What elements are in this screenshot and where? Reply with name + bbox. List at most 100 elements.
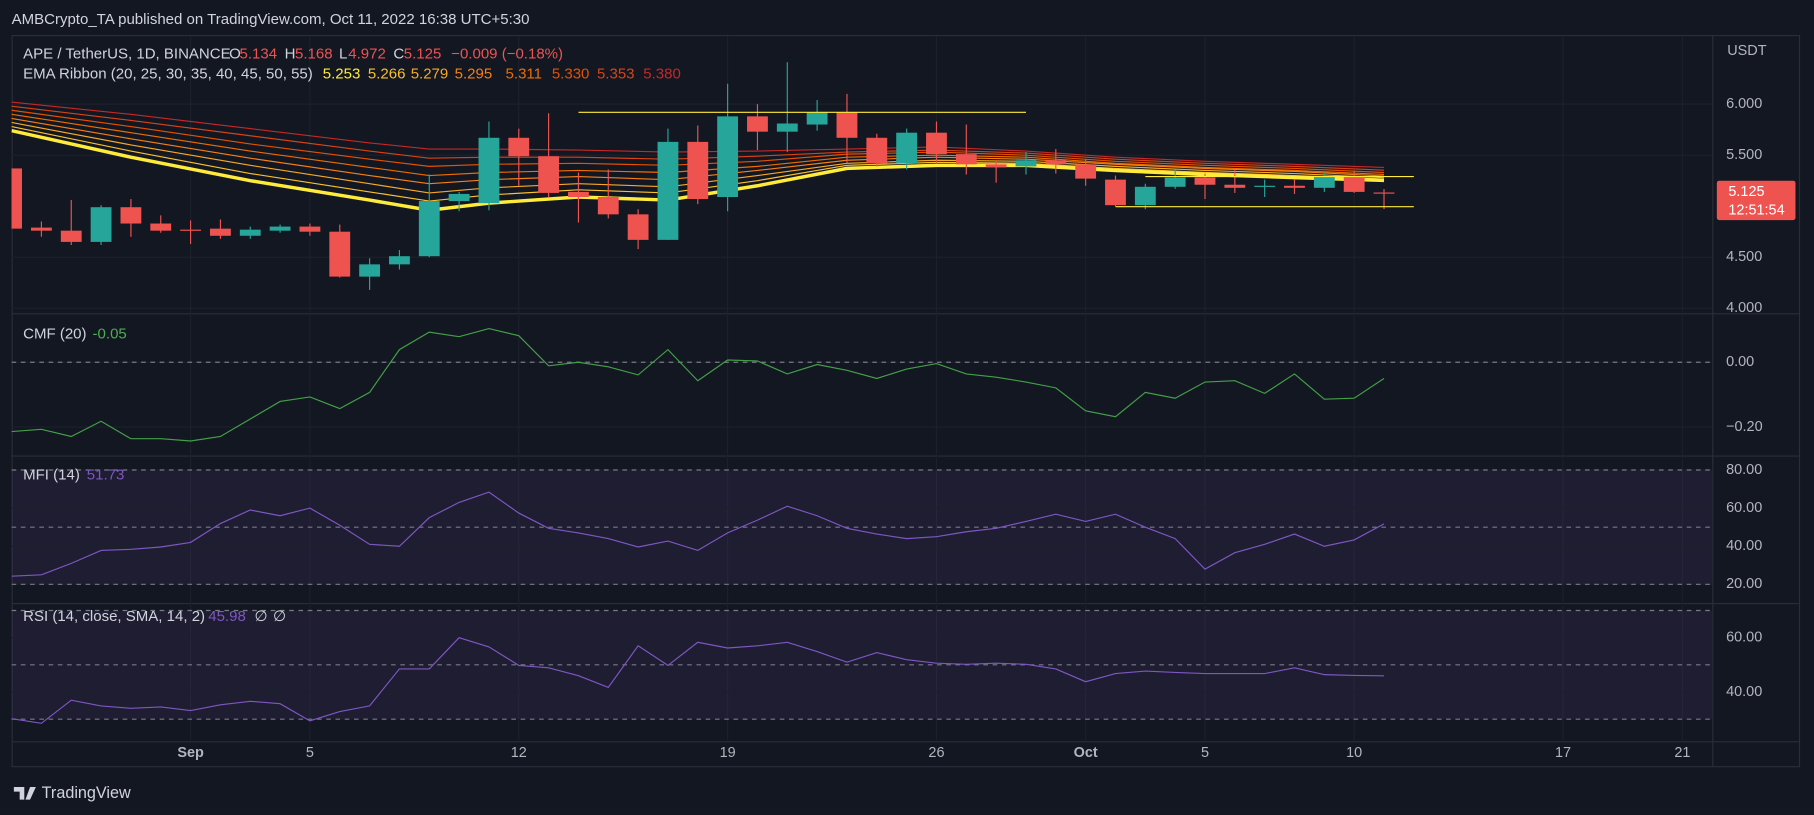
ohlc-letter: H [285, 46, 296, 63]
candle-body [866, 137, 888, 164]
symbol-title: APE / TetherUS, 1D, BINANCE [23, 46, 231, 63]
publish-note: AMBCrypto_TA published on TradingView.co… [12, 11, 530, 28]
x-tick-label: Sep [177, 745, 204, 761]
candle-body [1045, 160, 1067, 165]
candle-body [568, 191, 589, 197]
candle-body [747, 116, 768, 132]
ema-line [11, 109, 1385, 174]
indicator-line [11, 491, 1385, 577]
candle-body [1015, 160, 1037, 167]
y-tick-label: −0.20 [1726, 419, 1763, 435]
ema-line [11, 126, 1385, 202]
plot-layer: Sep 5 12 19 26 Oct 5 10 17 21 4.000 4.500 5.500 6.000… [11, 36, 1763, 761]
candle-body [1284, 185, 1305, 188]
candle-body [955, 154, 977, 165]
y-tick-label: 6.000 [1726, 96, 1762, 112]
price-tag-countdown: 12:51:54 [1728, 203, 1784, 219]
y-tick-label: 60.00 [1726, 629, 1762, 645]
y-tick-label: 80.00 [1726, 462, 1762, 478]
legend-price: APE / TetherUS, 1D, BINANCE O 5.134 H 5.… [23, 46, 563, 83]
brand-name: TradingView [42, 784, 131, 802]
candle-body [1134, 186, 1156, 206]
ema-line [11, 117, 1385, 185]
x-tick-label: 5 [306, 745, 314, 761]
candle-body [597, 196, 619, 215]
candle-body [448, 193, 470, 202]
rsi-na: ∅ [255, 608, 268, 625]
ema-value: 5.380 [643, 65, 681, 82]
x-tick-label: 17 [1555, 745, 1571, 761]
price-tag-box [1716, 180, 1796, 221]
cmf-value: -0.05 [93, 326, 127, 343]
ema-line [11, 128, 1385, 213]
candle-body [269, 226, 291, 231]
ema-value: 5.279 [411, 65, 449, 82]
x-tick-label: 21 [1674, 745, 1690, 761]
ribbon-legend: 5.380 5.353 5.330 5.311 5.295 5.279 5.266 5.253 [323, 65, 681, 82]
candle-body [30, 227, 52, 231]
y-tick-label: 40.00 [1726, 684, 1762, 700]
candle-body [1105, 179, 1126, 206]
x-tick-label: Oct [1074, 745, 1098, 761]
candle-body [806, 112, 828, 125]
candle-body [538, 156, 560, 193]
pane [11, 62, 1713, 309]
candle-body [1164, 177, 1186, 187]
x-tick-label: 26 [928, 745, 944, 761]
candle-body [508, 137, 530, 157]
candle-body [1194, 177, 1216, 185]
pane [11, 327, 1713, 442]
candle-body [478, 137, 500, 204]
x-tick-label: 12 [511, 745, 527, 761]
ohlc-value: 4.972 [348, 46, 386, 63]
candle-body [329, 231, 351, 277]
pane [11, 469, 1713, 585]
candle-body [239, 229, 261, 236]
ema-line [11, 101, 1385, 168]
ohlc-value: 5.125 [404, 46, 442, 63]
ema-value: 5.266 [368, 65, 406, 82]
y-tick-label: 40.00 [1726, 538, 1762, 554]
candle-body [299, 226, 321, 232]
brand: TradingView [13, 784, 131, 802]
ohlc-letter: L [339, 46, 347, 63]
ema-value: 5.295 [455, 65, 493, 82]
change-label: −0.009 (−0.18%) [451, 46, 563, 63]
candle-body [926, 132, 947, 155]
candle-body [1373, 192, 1395, 194]
candle-body [1075, 164, 1097, 179]
y-tick-label: 20.00 [1726, 576, 1762, 592]
indicator-line [11, 327, 1385, 442]
cmf-title: CMF (20) [23, 326, 86, 343]
ema-value: 5.353 [597, 65, 635, 82]
y-tick-label: 0.00 [1726, 354, 1754, 370]
y-tick-label: 4.500 [1726, 249, 1762, 265]
rsi-value: 45.98 [208, 608, 246, 625]
y-tick-label: 60.00 [1726, 500, 1762, 516]
candle-body [150, 223, 172, 231]
candle-body [180, 229, 201, 231]
candle-body [1343, 176, 1365, 192]
candle-body [418, 201, 440, 257]
ribbon-title: EMA Ribbon (20, 25, 30, 35, 40, 45, 50, … [23, 65, 313, 82]
ema-line [11, 105, 1385, 171]
ohlc-letter: C [393, 46, 404, 63]
x-tick-label: 19 [720, 745, 736, 761]
candle-body [60, 230, 82, 242]
candle-body [389, 256, 410, 265]
candle-body [627, 214, 649, 240]
pane [11, 609, 1713, 724]
ohlc-letter: O [229, 46, 241, 63]
candle-body [120, 207, 142, 224]
y-tick-label: 5.500 [1726, 147, 1762, 163]
ohlc-value: 5.134 [239, 46, 277, 63]
price-tag-value: 5.125 [1728, 184, 1764, 200]
candle-body [717, 116, 739, 197]
candle-body [985, 164, 1007, 168]
candle-body [1254, 185, 1276, 187]
x-tick-label: 5 [1201, 745, 1209, 761]
candle-body [1224, 184, 1246, 188]
brand-logo [13, 786, 36, 800]
